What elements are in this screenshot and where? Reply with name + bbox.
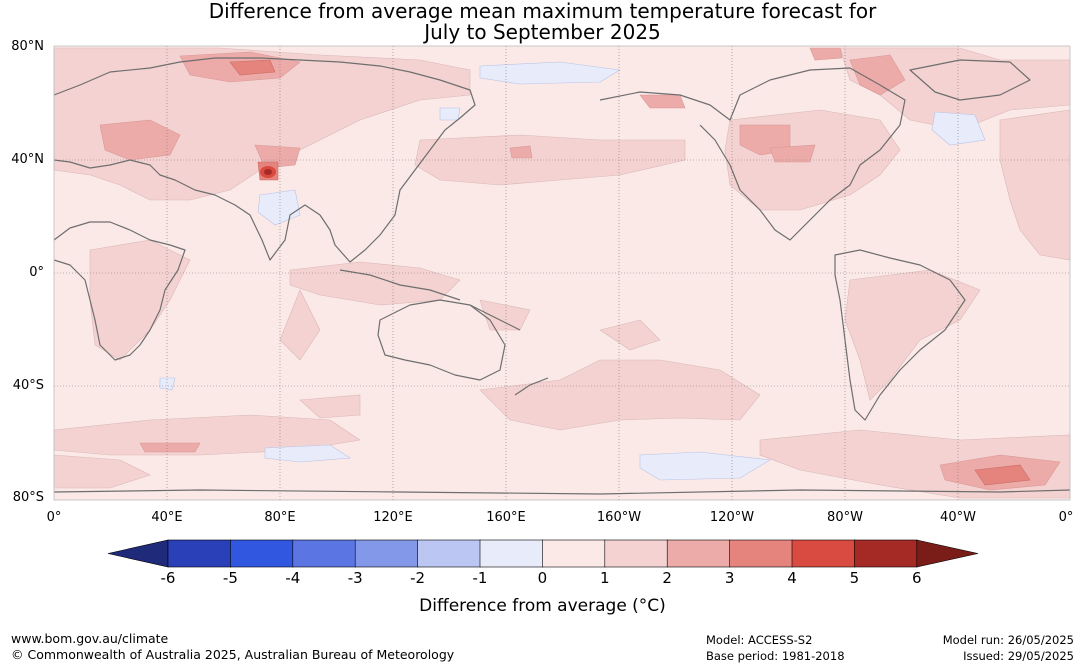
colorbar-arrow-high <box>916 539 979 568</box>
graticule <box>54 46 1070 500</box>
lon-label-160w: 160°W <box>596 510 642 525</box>
colorbar-tick-label: 0 <box>537 569 548 587</box>
lon-label-160e: 160°E <box>486 510 526 525</box>
footer-model-run: Model run: 26/05/2025 <box>942 633 1074 647</box>
colorbar-tick-label: -4 <box>285 569 301 587</box>
colorbar-swatch <box>791 539 856 568</box>
lat-label-0: 0° <box>29 265 44 280</box>
colorbar-swatch <box>230 539 294 568</box>
colorbar-swatch <box>729 539 793 568</box>
anomaly-bands-3-to-4 <box>229 59 1031 486</box>
colorbar-tick-label: -3 <box>347 569 363 587</box>
colorbar-swatch <box>292 539 356 568</box>
lon-label-80w: 80°W <box>827 510 863 525</box>
colorbar-tick-label: 2 <box>662 569 672 587</box>
colorbar-tick-label: 1 <box>600 569 610 587</box>
map-title-line-1: Difference from average mean maximum tem… <box>208 0 877 23</box>
lat-label-40s: 40°S <box>12 378 44 393</box>
colorbar-swatch <box>479 539 544 568</box>
footer-model: Model: ACCESS-S2 <box>706 633 813 647</box>
colorbar-tick-label: 4 <box>787 569 797 587</box>
colorbar-swatch <box>666 539 731 568</box>
lon-label-80e: 80°E <box>264 510 296 525</box>
lon-label-0-right: 0° <box>1058 510 1074 525</box>
colorbar-tick-label: 5 <box>849 569 860 587</box>
colorbar-swatch <box>604 539 668 568</box>
anomaly-hot-spot <box>260 166 276 178</box>
lon-label-120e: 120°E <box>373 510 413 525</box>
footer-url: www.bom.gov.au/climate <box>11 631 169 646</box>
colorbar-swatch <box>542 539 606 568</box>
colorbar-arrow-low <box>107 539 169 568</box>
colorbar-tick-label: -2 <box>410 569 426 587</box>
map-frame <box>53 45 1071 501</box>
colorbar <box>107 539 979 568</box>
coastlines <box>53 57 1071 495</box>
colorbar-label: Difference from average (°C) <box>419 596 666 616</box>
colorbar-tick-label: -5 <box>222 569 238 587</box>
colorbar-tick-label: -6 <box>160 569 176 587</box>
anomaly-bands-2-to-3 <box>99 47 1061 491</box>
colorbar-swatch <box>417 539 481 568</box>
footer-copyright: © Commonwealth of Australia 2025, Austra… <box>11 647 455 662</box>
anomaly-bands-1-to-2 <box>53 47 1071 499</box>
lon-label-0-left: 0° <box>46 510 62 525</box>
colorbar-tick-label: -1 <box>472 569 488 587</box>
footer-issued: Issued: 29/05/2025 <box>963 649 1074 663</box>
lat-label-80s: 80°S <box>12 490 44 505</box>
colorbar-swatch <box>854 539 918 568</box>
map-title-line-2: July to September 2025 <box>424 20 661 44</box>
colorbar-tick-label: 6 <box>912 569 922 587</box>
lon-label-120w: 120°W <box>709 510 755 525</box>
lat-label-40n: 40°N <box>11 152 44 167</box>
colorbar-tick-label: 3 <box>724 569 735 587</box>
colorbar-swatch <box>167 539 232 568</box>
footer-base-period: Base period: 1981-2018 <box>706 649 845 663</box>
lon-label-40e: 40°E <box>151 510 183 525</box>
anomaly-bands-minus-1-to-0 <box>159 61 986 481</box>
lat-label-80n: 80°N <box>11 39 44 54</box>
lon-label-40w: 40°W <box>940 510 976 525</box>
colorbar-swatch <box>354 539 419 568</box>
